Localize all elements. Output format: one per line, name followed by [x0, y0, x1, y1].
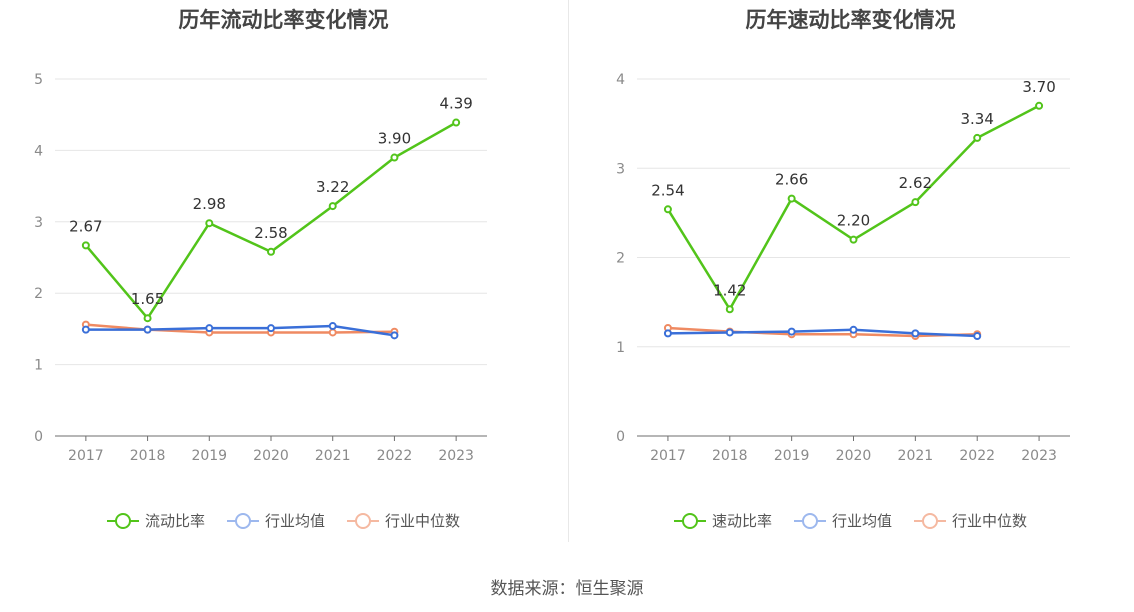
- legend-marker-orange: [347, 512, 379, 530]
- industry-avg-series-point: [267, 324, 275, 333]
- chart-legend: 流动比率 行业均值 行业中位数: [0, 510, 567, 531]
- data-label: 2.54: [651, 181, 684, 199]
- data-label: 1.42: [713, 281, 746, 299]
- legend-item-industry-median[interactable]: 行业中位数: [347, 510, 460, 531]
- industry-avg-series-point: [143, 325, 152, 334]
- company-series-point: [663, 205, 672, 214]
- y-tick-label: 4: [616, 72, 625, 88]
- x-tick-label: 2023: [438, 448, 474, 464]
- legend-label: 行业均值: [264, 512, 325, 530]
- legend-marker-orange: [914, 512, 946, 530]
- data-label: 2.58: [254, 224, 287, 242]
- company-series-point: [267, 247, 275, 256]
- x-tick-label: 2019: [774, 448, 810, 464]
- industry-avg-series-line: [85, 324, 395, 337]
- y-tick-label: 2: [34, 286, 43, 302]
- industry-avg-series-point: [663, 329, 672, 338]
- data-label: 4.39: [439, 95, 472, 113]
- current-ratio-chart: 历年流动比率变化情况 0 1 2 3 4 5 2017 2018 2019 2020 2021 202…: [0, 0, 567, 560]
- company-series-point: [452, 118, 461, 127]
- company-series-line: [84, 121, 457, 321]
- company-series-point: [973, 133, 982, 142]
- industry-avg-series-point: [849, 325, 858, 334]
- industry-avg-series-point: [787, 327, 796, 336]
- data-label: 3.90: [378, 130, 411, 148]
- legend-item-industry-avg[interactable]: 行业均值: [793, 510, 892, 531]
- legend-marker-green: [106, 512, 139, 530]
- company-series-point: [849, 235, 858, 244]
- company-series-point: [81, 241, 90, 250]
- x-tick-label: 2017: [68, 448, 104, 464]
- y-tick-label: 1: [616, 340, 625, 356]
- legend-label: 行业中位数: [385, 512, 461, 530]
- legend-item-current-ratio[interactable]: 流动比率: [106, 510, 205, 531]
- company-series-point: [911, 198, 920, 207]
- y-tick-label: 1: [34, 358, 43, 374]
- industry-avg-series-line: [667, 328, 978, 338]
- legend-item-quick-ratio[interactable]: 速动比率: [673, 510, 772, 531]
- x-tick-label: 2021: [898, 448, 934, 464]
- chart-legend: 速动比率 行业均值 行业中位数: [567, 510, 1134, 531]
- industry-avg-series-point: [911, 329, 920, 338]
- legend-label: 行业均值: [831, 512, 892, 530]
- x-tick-label: 2018: [130, 448, 166, 464]
- company-series-point: [787, 194, 796, 203]
- data-label: 2.67: [69, 217, 102, 235]
- industry-median-series-line: [667, 326, 978, 338]
- x-tick-label: 2021: [315, 448, 351, 464]
- legend-label: 流动比率: [144, 512, 205, 530]
- company-series-point: [205, 219, 214, 228]
- y-tick-label: 2: [616, 251, 625, 267]
- company-series-point: [1035, 101, 1044, 110]
- y-tick-label: 3: [34, 215, 43, 231]
- industry-median-series-point: [328, 328, 337, 337]
- data-label: 2.20: [837, 212, 870, 230]
- data-label: 2.62: [899, 174, 932, 192]
- x-tick-label: 2020: [836, 448, 872, 464]
- industry-avg-series-point: [973, 332, 982, 341]
- current-ratio-plot: 0 1 2 3 4 5 2017 2018 2019 2020 2021 2022 2023 2.67 1.…: [34, 72, 487, 464]
- data-label: 2.98: [193, 195, 226, 213]
- data-source: 数据来源：恒生聚源: [490, 579, 644, 599]
- y-tick-label: 4: [34, 143, 43, 159]
- legend-item-industry-avg[interactable]: 行业均值: [226, 510, 325, 531]
- data-label: 3.22: [316, 178, 349, 196]
- quick-ratio-chart: 历年速动比率变化情况 0 1 2 3 4 2017 2018 2019 2020 2021 2022…: [567, 0, 1134, 560]
- x-tick-label: 2017: [650, 448, 686, 464]
- data-label: 3.34: [961, 110, 994, 128]
- legend-marker-green: [673, 512, 706, 530]
- legend-item-industry-median[interactable]: 行业中位数: [914, 510, 1027, 531]
- data-label: 1.65: [131, 290, 164, 308]
- industry-avg-series-point: [328, 322, 337, 331]
- data-label: 2.66: [775, 171, 808, 189]
- company-series-point: [143, 314, 152, 323]
- legend-label: 行业中位数: [952, 512, 1028, 530]
- industry-avg-series-point: [725, 328, 734, 337]
- legend-marker-blue: [793, 512, 826, 530]
- chart-title: 历年速动比率变化情况: [745, 8, 956, 32]
- x-tick-label: 2019: [191, 448, 227, 464]
- y-tick-label: 0: [616, 429, 625, 445]
- company-series-point: [328, 202, 337, 211]
- industry-avg-series-point: [81, 325, 90, 334]
- company-series-point: [725, 305, 734, 314]
- x-tick-label: 2022: [377, 448, 413, 464]
- x-tick-label: 2023: [1021, 448, 1057, 464]
- x-tick-label: 2018: [712, 448, 748, 464]
- company-series-line: [666, 104, 1040, 312]
- legend-marker-blue: [226, 512, 259, 530]
- panel-divider: [568, 0, 569, 542]
- quick-ratio-plot: 0 1 2 3 4 2017 2018 2019 2020 2021 2022 2023 2.54 1.4…: [616, 72, 1070, 464]
- y-tick-label: 5: [34, 72, 43, 88]
- chart-title: 历年流动比率变化情况: [178, 8, 389, 32]
- y-tick-label: 0: [34, 429, 43, 445]
- legend-label: 速动比率: [711, 512, 772, 530]
- data-label: 3.70: [1022, 78, 1055, 96]
- x-tick-label: 2022: [959, 448, 995, 464]
- company-series-point: [390, 153, 399, 162]
- y-tick-label: 3: [616, 161, 625, 177]
- industry-avg-series-point: [205, 324, 214, 333]
- x-tick-label: 2020: [253, 448, 289, 464]
- industry-avg-series-point: [390, 331, 399, 340]
